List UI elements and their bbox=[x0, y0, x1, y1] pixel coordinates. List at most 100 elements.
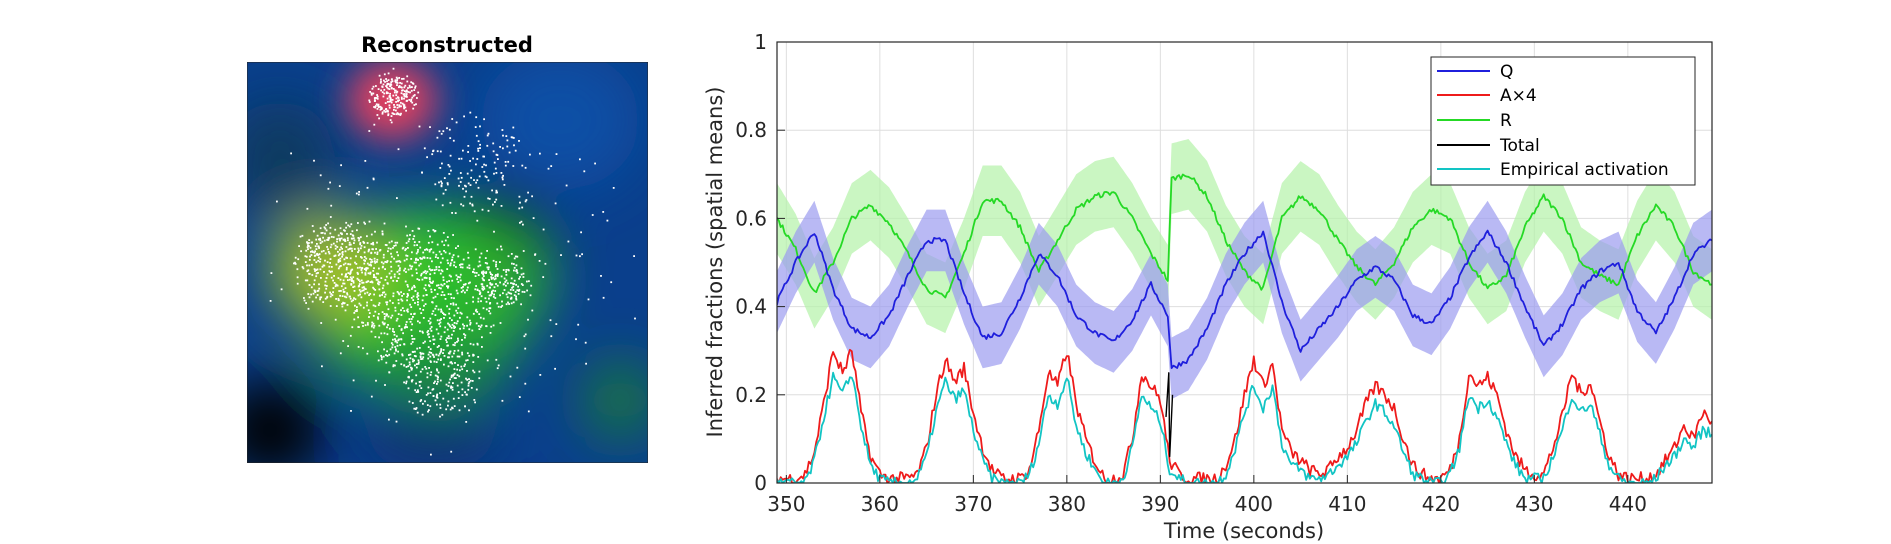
heatmap-point bbox=[406, 255, 409, 257]
heatmap-point bbox=[390, 252, 392, 255]
heatmap-point bbox=[438, 250, 441, 253]
x-tick-label: 370 bbox=[954, 492, 992, 516]
heatmap-point bbox=[345, 256, 348, 259]
heatmap-point bbox=[453, 325, 455, 327]
heatmap-point bbox=[320, 250, 323, 253]
heatmap-point bbox=[370, 395, 373, 398]
heatmap-point bbox=[407, 376, 410, 379]
heatmap-point bbox=[482, 273, 485, 275]
heatmap-point bbox=[485, 325, 488, 328]
heatmap-point bbox=[469, 342, 472, 345]
heatmap-point bbox=[359, 236, 362, 238]
heatmap-point bbox=[405, 358, 408, 361]
heatmap-point bbox=[427, 357, 430, 360]
heatmap-point bbox=[439, 379, 442, 382]
heatmap-point bbox=[428, 268, 431, 271]
heatmap-point bbox=[335, 305, 338, 307]
heatmap-point bbox=[296, 276, 299, 279]
heatmap-point bbox=[426, 270, 429, 273]
heatmap-point bbox=[434, 374, 437, 377]
heatmap-point bbox=[321, 265, 324, 268]
heatmap-point bbox=[438, 130, 441, 133]
heatmap-point bbox=[411, 338, 414, 340]
heatmap-point bbox=[394, 244, 397, 247]
heatmap-point bbox=[507, 291, 510, 294]
heatmap-point bbox=[414, 86, 416, 89]
heatmap-point bbox=[403, 381, 405, 384]
heatmap-point bbox=[321, 365, 323, 368]
heatmap-point bbox=[423, 257, 426, 259]
heatmap-point bbox=[411, 274, 414, 277]
heatmap-point bbox=[496, 268, 499, 270]
heatmap-point bbox=[484, 257, 487, 259]
heatmap-point bbox=[413, 94, 416, 96]
heatmap-point bbox=[370, 330, 373, 333]
heatmap-point bbox=[314, 250, 316, 253]
heatmap-point bbox=[362, 347, 364, 350]
heatmap-point bbox=[396, 84, 398, 86]
heatmap-point bbox=[429, 340, 432, 342]
heatmap-point bbox=[417, 249, 419, 251]
heatmap-point bbox=[369, 272, 372, 275]
heatmap-point bbox=[409, 320, 412, 323]
heatmap-point bbox=[475, 163, 477, 166]
heatmap-point bbox=[430, 248, 433, 251]
heatmap-point bbox=[448, 165, 451, 168]
heatmap-point bbox=[386, 100, 389, 103]
heatmap-point bbox=[400, 314, 403, 316]
heatmap-point bbox=[406, 309, 408, 312]
heatmap-point bbox=[354, 310, 357, 312]
heatmap-point bbox=[486, 144, 489, 147]
heatmap-point bbox=[425, 277, 428, 279]
heatmap-point bbox=[383, 332, 386, 335]
heatmap-point bbox=[417, 91, 420, 94]
heatmap-point bbox=[383, 92, 386, 95]
heatmap-point bbox=[387, 114, 390, 117]
heatmap-point bbox=[445, 341, 448, 343]
heatmap-point bbox=[324, 232, 326, 235]
heatmap-point bbox=[329, 232, 332, 235]
heatmap-point bbox=[344, 262, 347, 265]
heatmap-point bbox=[469, 319, 471, 322]
heatmap-point bbox=[447, 400, 450, 403]
heatmap-point bbox=[403, 107, 405, 110]
heatmap-point bbox=[458, 184, 460, 187]
heatmap-point bbox=[362, 306, 365, 309]
heatmap-point bbox=[459, 327, 461, 330]
heatmap-point bbox=[550, 165, 553, 167]
heatmap-point bbox=[482, 288, 484, 291]
heatmap-point bbox=[360, 279, 363, 282]
heatmap-point bbox=[427, 386, 430, 389]
heatmap-point bbox=[312, 251, 314, 253]
heatmap-point bbox=[420, 358, 422, 360]
heatmap-point bbox=[366, 262, 369, 265]
heatmap-point bbox=[457, 307, 460, 310]
heatmap-point bbox=[367, 323, 369, 326]
heatmap-point bbox=[448, 173, 451, 175]
heatmap-point bbox=[363, 259, 365, 262]
heatmap-point bbox=[405, 242, 408, 244]
heatmap-point bbox=[326, 261, 329, 263]
heatmap-point bbox=[420, 353, 422, 355]
heatmap-point bbox=[376, 241, 378, 244]
heatmap-point bbox=[440, 287, 442, 290]
heatmap-point bbox=[380, 89, 382, 92]
heatmap-point bbox=[458, 157, 460, 160]
heatmap-point bbox=[499, 322, 502, 324]
heatmap-point bbox=[462, 289, 464, 292]
heatmap-point bbox=[448, 356, 450, 359]
heatmap-point bbox=[410, 297, 413, 299]
heatmap-point bbox=[501, 300, 503, 303]
heatmap-point bbox=[378, 288, 381, 291]
heatmap-point bbox=[468, 354, 471, 357]
heatmap-point bbox=[346, 237, 349, 239]
heatmap-point bbox=[405, 100, 408, 102]
heatmap-point bbox=[327, 222, 329, 225]
heatmap-point bbox=[310, 250, 312, 253]
heatmap-point bbox=[412, 107, 415, 110]
heatmap-point bbox=[388, 104, 391, 107]
heatmap-point bbox=[500, 205, 503, 207]
heatmap-point bbox=[325, 287, 328, 290]
heatmap-point bbox=[351, 230, 354, 233]
heatmap-point bbox=[442, 349, 445, 351]
